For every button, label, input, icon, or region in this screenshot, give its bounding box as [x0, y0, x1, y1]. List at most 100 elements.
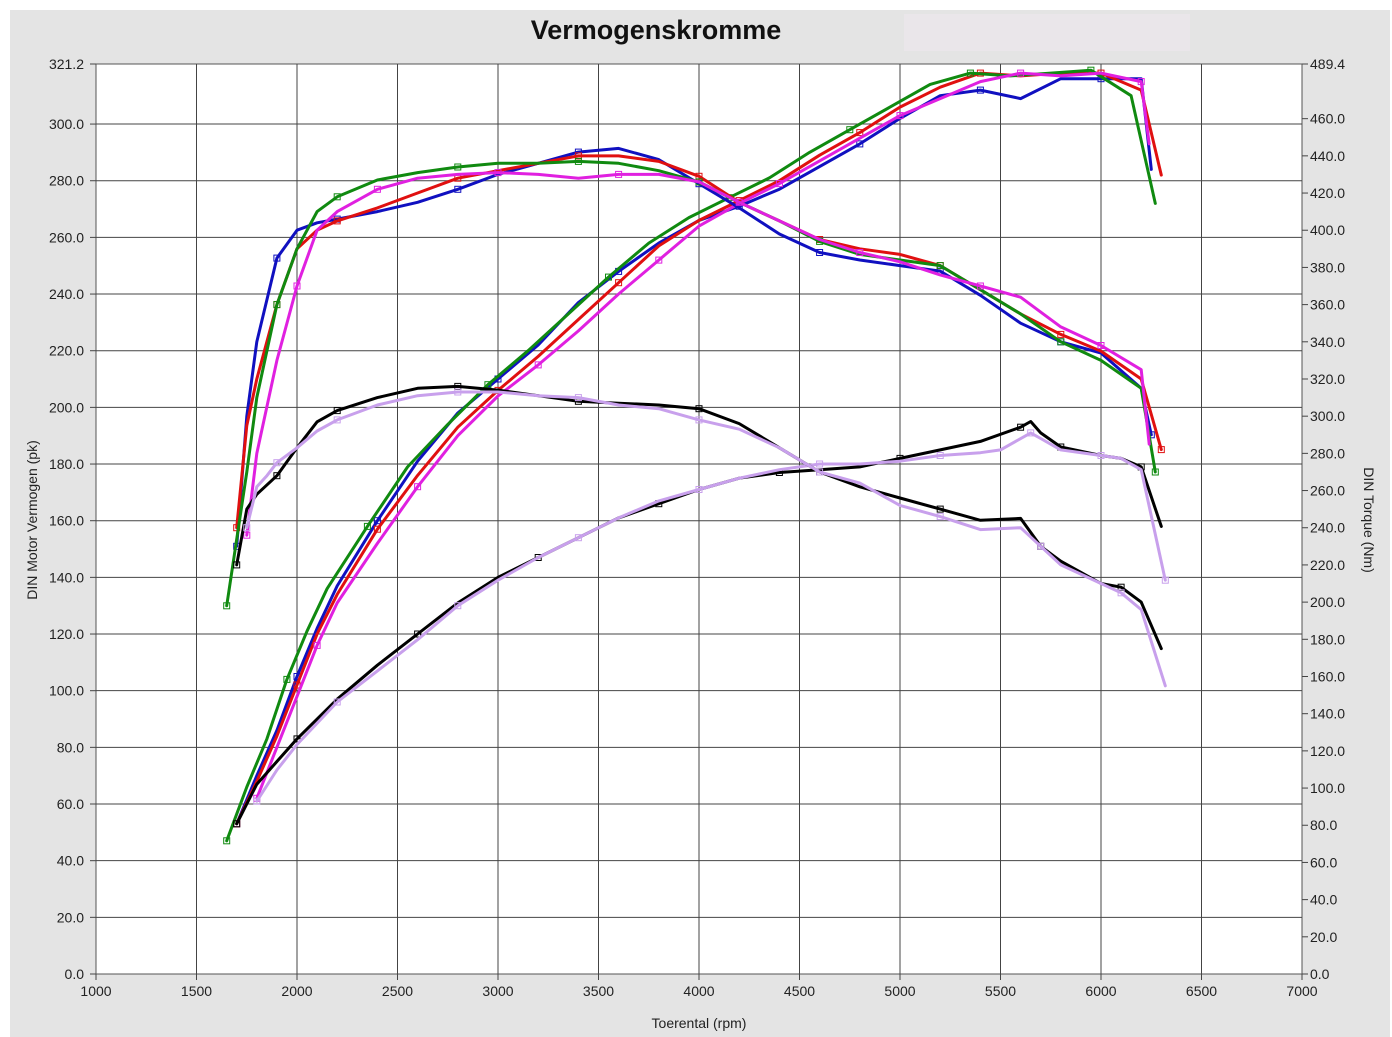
series-point	[856, 249, 864, 256]
grid	[90, 63, 1308, 980]
x-tick-label: 5500	[985, 983, 1016, 999]
y-tick-label: 20.0	[57, 909, 84, 925]
series-point	[233, 820, 241, 828]
y-tick-label: 240.0	[49, 286, 84, 302]
y-tick-label: 40.0	[57, 853, 84, 869]
series-point	[1151, 468, 1159, 476]
series-point	[816, 468, 824, 476]
series-point	[534, 361, 542, 369]
x-tick-label: 7000	[1286, 983, 1317, 999]
y2-tick-label: 320.0	[1310, 371, 1345, 387]
series-point	[1097, 452, 1105, 459]
series-point	[574, 157, 582, 165]
x-tick-label: 2000	[281, 983, 312, 999]
y2-tick-label: 20.0	[1310, 929, 1337, 945]
series-point	[856, 140, 864, 148]
series-point	[966, 69, 974, 77]
series-point	[1017, 69, 1025, 77]
y2-tick-label: 100.0	[1310, 780, 1345, 796]
y2-tick-label: 400.0	[1310, 222, 1345, 238]
title-box: Vermogenskromme	[0, 10, 1312, 50]
series-point	[1137, 78, 1145, 86]
series-point	[1117, 589, 1125, 597]
series-point	[695, 416, 703, 424]
y2-tick-label: 160.0	[1310, 668, 1345, 684]
series-point	[273, 459, 281, 467]
y2-tick-label: 0.0	[1310, 966, 1330, 982]
series-point	[775, 180, 783, 188]
series-point	[1057, 330, 1065, 338]
y2-tick-label: 489.4	[1310, 56, 1345, 72]
series-point	[273, 254, 281, 262]
series-point	[273, 301, 281, 309]
title-patch	[904, 14, 1190, 51]
series-point	[373, 185, 381, 193]
series-point	[816, 249, 824, 256]
series-line-torque-7	[245, 171, 1151, 537]
series-point	[615, 170, 623, 178]
series-point	[936, 452, 944, 459]
x-tick-label: 2500	[382, 983, 413, 999]
y-tick-label: 140.0	[49, 569, 84, 585]
x-tick-label: 6000	[1085, 983, 1116, 999]
series-point	[605, 273, 612, 281]
y-tick-label: 280.0	[49, 173, 84, 189]
series-point	[333, 698, 341, 706]
y-tick-label: 160.0	[49, 513, 84, 529]
series-point	[223, 602, 231, 610]
series-line-torque-4	[235, 146, 1153, 548]
y-tick-label: 200.0	[49, 399, 84, 415]
y-tick-label: 260.0	[49, 229, 84, 245]
y2-tick-label: 120.0	[1310, 743, 1345, 759]
y-axis-label: DIN Motor Vermogen (pk)	[24, 440, 40, 600]
series-point	[293, 735, 301, 743]
x-tick-label: 1000	[80, 983, 111, 999]
y2-tick-label: 260.0	[1310, 483, 1345, 499]
y-tick-label: 220.0	[49, 343, 84, 359]
series-point	[1161, 576, 1169, 584]
series-point	[856, 129, 864, 137]
series-point	[735, 198, 743, 206]
y2-tick-label: 280.0	[1310, 445, 1345, 461]
y-tick-label: 180.0	[49, 456, 84, 472]
series-point	[414, 483, 422, 491]
series-point	[333, 407, 341, 415]
x-tick-label: 3000	[482, 983, 513, 999]
series-point	[253, 797, 261, 805]
y2-tick-label: 80.0	[1310, 817, 1337, 833]
series-point	[494, 169, 502, 177]
series-point	[454, 185, 462, 193]
series-point	[615, 279, 623, 287]
series-point	[1157, 446, 1165, 454]
series-point	[454, 602, 462, 610]
series-line-power-3	[255, 71, 1151, 800]
y2-tick-label: 40.0	[1310, 892, 1337, 908]
chart-title: Vermogenskromme	[530, 15, 782, 45]
tick-labels: 1000 1500 2000 2500 3000 3500 4000 4500 5000 5500…	[49, 56, 1345, 999]
series-point	[936, 513, 944, 521]
series-point	[574, 534, 582, 542]
y2-axis-label: DIN Torque (Nm)	[1361, 467, 1377, 573]
y2-tick-label: 440.0	[1310, 148, 1345, 164]
series-point	[896, 112, 904, 120]
series-point	[936, 505, 944, 513]
series-point	[333, 416, 341, 424]
series-line-power-9	[255, 431, 1167, 803]
series-point	[976, 282, 984, 290]
y-tick-label: 80.0	[57, 739, 84, 755]
series-point	[695, 405, 703, 413]
y2-tick-label: 200.0	[1310, 594, 1345, 610]
y2-tick-label: 420.0	[1310, 185, 1345, 201]
series-point	[373, 525, 381, 533]
series-line-torque-6	[225, 159, 1157, 608]
series-point	[936, 262, 944, 270]
y-tick-label: 60.0	[57, 796, 84, 812]
y2-tick-label: 240.0	[1310, 520, 1345, 536]
series-line-power-2	[225, 68, 1157, 843]
series-point	[313, 641, 321, 649]
x-tick-label: 1500	[181, 983, 212, 999]
series-line-power-0	[235, 77, 1153, 826]
series-point	[1027, 429, 1035, 437]
series-point	[846, 126, 854, 134]
y2-tick-label: 460.0	[1310, 111, 1345, 127]
